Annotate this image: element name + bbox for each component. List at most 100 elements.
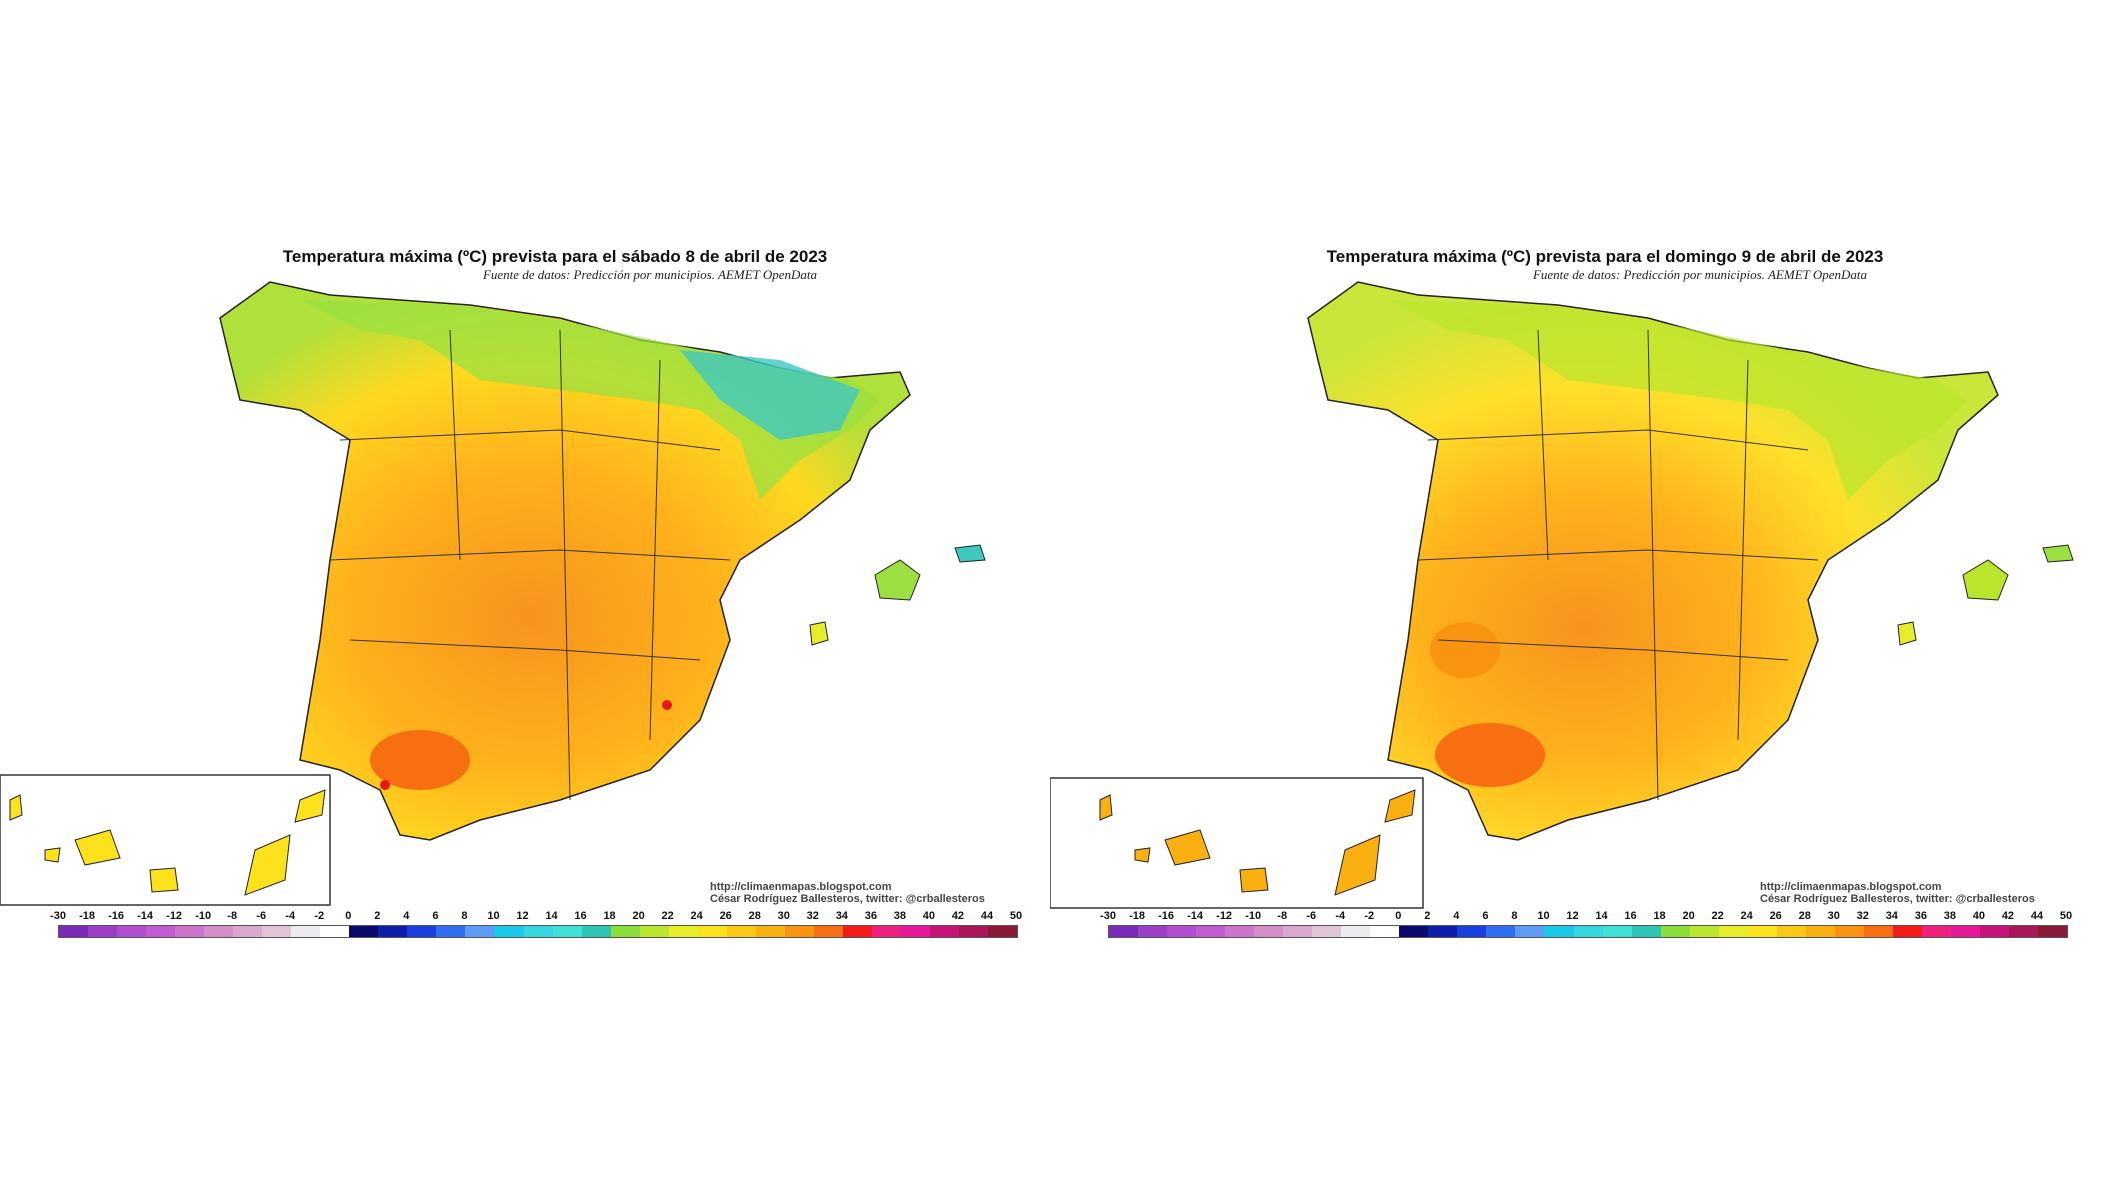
scale-swatch [1225,926,1255,937]
scale-label: -2 [1364,910,1375,922]
scale-label: -6 [256,910,267,922]
scale-swatch [1196,926,1226,937]
scale-swatch [233,926,263,937]
scale-label: 34 [1885,910,1898,922]
scale-swatch [1602,926,1632,937]
scale-swatch [465,926,495,937]
canary-islands [9,789,326,896]
scale-label: -30 [50,910,66,922]
extreme-point [662,700,672,710]
scale-swatch [726,926,756,937]
scale-label: 34 [835,910,848,922]
scale-swatch [146,926,176,937]
scale-label: 16 [574,910,587,922]
scale-label: 40 [922,910,936,922]
scale-label: -16 [108,910,124,922]
scale-label: 2 [374,910,381,922]
scale-label: -10 [195,910,212,922]
scale-swatch [1283,926,1313,937]
scale-label: -12 [166,910,183,922]
scale-swatch [1805,926,1835,937]
credit: http://climaenmapas.blogspot.com César R… [1760,881,2035,905]
scale-label: 30 [1827,910,1840,922]
scale-swatch [1109,926,1139,937]
scale-label: 20 [1682,910,1695,922]
scale-swatch [1167,926,1197,937]
scale-label: 4 [1453,910,1460,922]
scale-swatch [1718,926,1748,937]
scale-label: -30 [1100,910,1116,922]
scale-label: 18 [1653,910,1666,922]
northern-cold-band [300,300,880,500]
northern-cold-band [1388,300,1968,500]
scale-label: 24 [690,910,703,922]
scale-label: 12 [516,910,529,922]
scale-label: 32 [1856,910,1869,922]
scale-label: -14 [137,910,154,922]
scale-label: 30 [777,910,790,922]
scale-swatch [1747,926,1777,937]
scale-swatch [1341,926,1371,937]
scale-swatch [1921,926,1951,937]
scale-swatch [1689,926,1719,937]
scale-swatch [1428,926,1458,937]
scale-label: 26 [1769,910,1782,922]
scale-swatch [436,926,466,937]
scale-label: 20 [632,910,645,922]
scale-swatch [871,926,901,937]
color-scale [58,925,1018,938]
scale-label: 12 [1566,910,1579,922]
scale-swatch [407,926,437,937]
scale-swatch [59,926,89,937]
scale-label: 18 [603,910,616,922]
ibiza [809,621,829,646]
scale-swatch [262,926,292,937]
scale-swatch [755,926,785,937]
scale-label: 0 [345,910,352,922]
scale-swatch [2008,926,2038,937]
scale-label: 28 [748,910,761,922]
credit-url: http://climaenmapas.blogspot.com [710,881,892,893]
scale-swatch [1515,926,1545,937]
scale-swatch [668,926,698,937]
scale-swatch [204,926,234,937]
scale-label: 44 [980,910,994,922]
scale-label: 2 [1424,910,1431,922]
scale-label: -18 [1129,910,1145,922]
scale-label: 50 [2059,910,2073,922]
pyrenees-cold [680,350,860,440]
scale-swatch [929,926,959,937]
scale-swatch [494,926,524,937]
scale-swatch [1660,926,1690,937]
scale-label: 26 [719,910,732,922]
canary-islands [1099,789,1416,896]
scale-swatch [88,926,118,937]
scale-label: 16 [1624,910,1637,922]
scale-swatch [523,926,553,937]
scale-swatch [639,926,669,937]
scale-swatch [1457,926,1487,937]
scale-label: 14 [1595,910,1608,922]
scale-label: -8 [227,910,238,922]
hotspot-extremadura [1430,622,1500,678]
scale-swatch [1834,926,1864,937]
scale-label: 32 [806,910,819,922]
scale-swatch [175,926,205,937]
scale-label: 44 [2030,910,2044,922]
canary-inset-frame [0,774,331,906]
scale-label: 38 [1943,910,1956,922]
scale-swatch [581,926,611,937]
balearic-islands [874,559,921,601]
scale-swatch [320,926,350,937]
scale-swatch [1950,926,1980,937]
scale-label: 4 [403,910,410,922]
scale-swatch [813,926,843,937]
menorca [954,544,986,563]
scale-label: 8 [1511,910,1518,922]
scale-label: 40 [1972,910,1986,922]
canary-inset-frame [1050,777,1424,909]
scale-label: -2 [314,910,325,922]
scale-swatch [2038,926,2068,937]
map-title: Temperatura máxima (ºC) prevista para el… [1326,247,1884,266]
scale-label: 24 [1740,910,1753,922]
